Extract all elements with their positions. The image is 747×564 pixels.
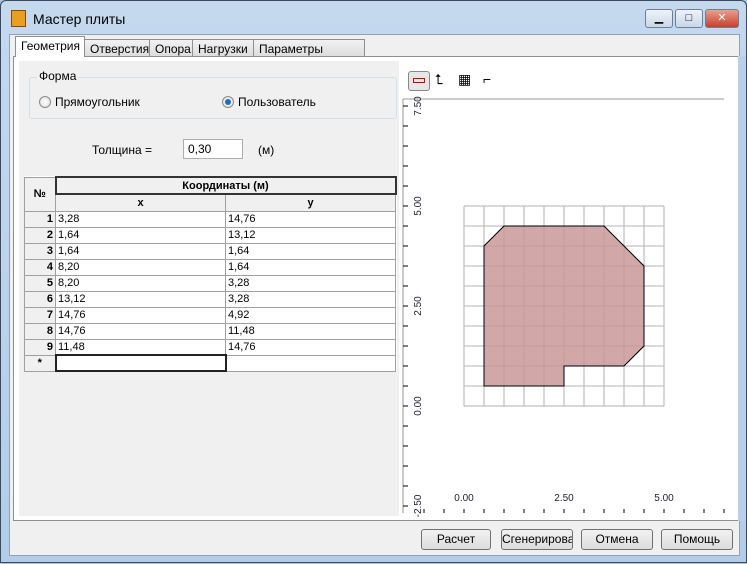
y-tick-label: 0.00 <box>413 396 424 416</box>
close-button[interactable]: ✕ <box>705 9 739 28</box>
y-tick-label: 2.50 <box>413 296 424 316</box>
coordinates-table: № Координаты (м) x y 1 3,28 14,76 2 1,64 13,1… <box>24 176 397 372</box>
window-title: Мастер плиты <box>33 11 126 27</box>
y-tick-label: 5.00 <box>413 196 424 216</box>
x-tick-label: 0.00 <box>454 493 474 504</box>
thickness-label: Толщина = <box>92 143 153 157</box>
table-row[interactable]: 6 13,12 3,28 <box>24 290 396 308</box>
ruler-button[interactable] <box>408 71 430 91</box>
axes-icon[interactable]: ⮤ <box>435 71 444 87</box>
x-cell[interactable]: 11,48 <box>55 338 226 356</box>
x-tick-label: 2.50 <box>554 493 574 504</box>
table-row[interactable]: 4 8,20 1,64 <box>24 258 396 276</box>
table-row[interactable]: 8 14,76 11,48 <box>24 322 396 340</box>
radio-rectangle-label: Прямоугольник <box>55 95 140 109</box>
x-tick-label: 5.00 <box>654 493 674 504</box>
thickness-input[interactable]: 0,30 <box>183 139 243 159</box>
y-tick-label: -2.50 <box>413 494 424 517</box>
y-cell[interactable]: 14,76 <box>225 338 396 356</box>
ruler-icon <box>413 78 425 83</box>
shape-group <box>29 77 397 119</box>
table-row[interactable]: 3 1,64 1,64 <box>24 242 396 260</box>
minimize-button[interactable]: ▁ <box>645 9 673 28</box>
slab-outline <box>483 225 645 387</box>
new-row-x-cell[interactable] <box>54 354 227 372</box>
right-edge <box>738 56 746 521</box>
table-row[interactable]: 7 14,76 4,92 <box>24 306 396 324</box>
radio-custom[interactable] <box>222 96 234 108</box>
help-button[interactable]: Помощь <box>661 529 733 550</box>
table-row[interactable]: 2 1,64 13,12 <box>24 226 396 244</box>
cancel-button[interactable]: Отмена <box>581 529 653 550</box>
maximize-button[interactable]: □ <box>675 9 703 28</box>
grid-icon[interactable]: ▦ <box>458 71 472 87</box>
row-number: 4 <box>24 258 56 276</box>
select-icon[interactable]: ⌐ <box>483 71 492 87</box>
new-row-y-cell[interactable] <box>225 354 396 372</box>
coords-group-header: Координаты (м) <box>54 176 397 195</box>
radio-custom-label: Пользователь <box>238 95 316 109</box>
calc-button[interactable]: Расчет <box>421 529 491 550</box>
y-tick-label: 7.50 <box>413 96 424 116</box>
app-icon <box>11 10 26 27</box>
col-x-header[interactable]: x <box>55 193 226 212</box>
generate-button[interactable]: Сгенерировать <box>501 529 573 550</box>
table-row[interactable]: 5 8,20 3,28 <box>24 274 396 292</box>
tab-geometry[interactable]: Геометрия <box>15 36 85 57</box>
radio-rectangle[interactable] <box>39 96 51 108</box>
row-number: 2 <box>24 226 56 244</box>
shape-group-label: Форма <box>37 69 79 83</box>
tab-loads[interactable]: Нагрузки <box>192 39 254 57</box>
y-cell[interactable]: 1,64 <box>225 242 396 260</box>
tab-support[interactable]: Опора <box>149 39 193 57</box>
table-row[interactable]: 1 3,28 14,76 <box>24 210 396 228</box>
thickness-unit: (м) <box>258 143 275 157</box>
